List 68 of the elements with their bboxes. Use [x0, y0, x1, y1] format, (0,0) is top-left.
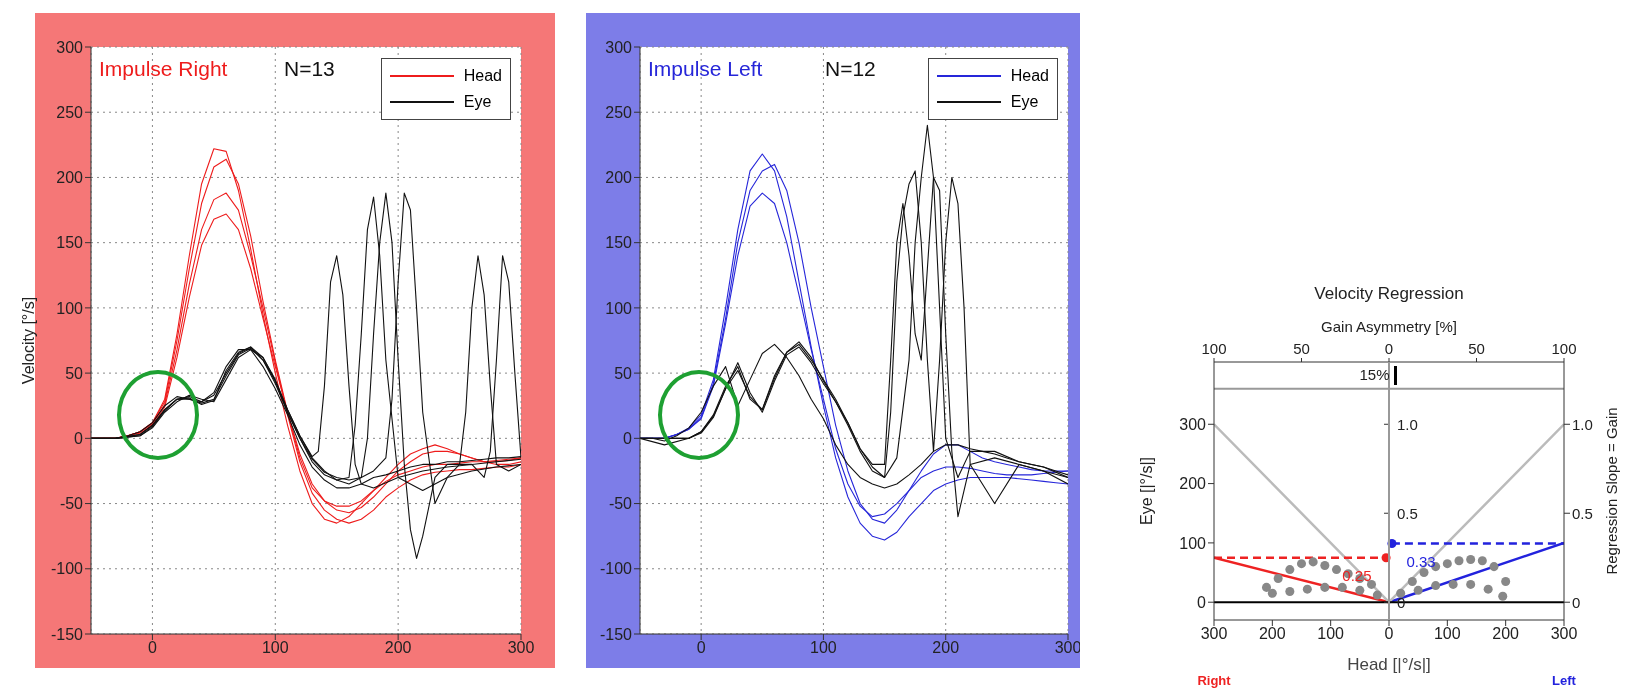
y-tick-label: -50 [59, 495, 84, 513]
legend-label: Eye [463, 92, 492, 112]
y-tick-label: -150 [599, 625, 633, 643]
x-tick-label: 0 [147, 639, 157, 657]
x-tick-label: 100 [1317, 625, 1345, 643]
x-tick-label: 100 [810, 639, 837, 657]
legend-label: Head [1010, 66, 1049, 86]
x-tick-label: 300 [507, 639, 535, 657]
text: Left [1551, 673, 1577, 688]
y-tick-label: 0 [74, 430, 84, 448]
y2-tick-label: 0.5 [1572, 504, 1593, 522]
x-tick-label: 0 [1384, 625, 1394, 643]
y-tick-label: 150 [56, 234, 84, 252]
x2-tick-label: 50 [1468, 340, 1485, 357]
x-tick-label: 100 [261, 639, 289, 657]
y-tick-label: 100 [605, 299, 633, 317]
x2-tick-label: 100 [1551, 340, 1577, 357]
y-tick-label: 50 [65, 364, 84, 382]
annotation: N=13 [284, 57, 335, 81]
x-tick-label: 300 [1054, 639, 1082, 657]
legend-label: Head [463, 66, 502, 86]
y-tick-label: 100 [1179, 534, 1207, 552]
data-label: 0.33 [1406, 552, 1436, 570]
y-tick-label: 0 [1197, 593, 1207, 611]
y2-axis-title: Regression Slope = Gain [1603, 407, 1621, 575]
y-tick-label: -150 [50, 625, 84, 643]
x2-tick-label: 100 [1201, 340, 1227, 357]
y2-tick-label: 1.0 [1572, 415, 1593, 433]
y3-tick-label: 0.5 [1397, 504, 1418, 522]
y-axis-title: Eye [|°/s|] [1137, 456, 1155, 526]
x-tick-label: 200 [384, 639, 412, 657]
y2-tick-label: 0 [1572, 593, 1581, 611]
text: Impulse Left [648, 57, 763, 81]
y-tick-label: 200 [56, 169, 84, 187]
y-tick-label: 0 [623, 430, 633, 448]
y-tick-label: 100 [56, 299, 84, 317]
x2-tick-label: 0 [1384, 340, 1394, 357]
data-label: 0.25 [1342, 567, 1372, 585]
y-tick-label: 300 [1179, 415, 1207, 433]
y-tick-label: -100 [50, 560, 84, 578]
x-tick-label: 300 [1550, 625, 1578, 643]
y-tick-label: 200 [605, 169, 633, 187]
y-tick-label: 300 [605, 38, 633, 56]
legend-label: Eye [1010, 92, 1039, 112]
x-axis-title: Head [|°/s|] [1347, 655, 1431, 674]
x-tick-label: 200 [1492, 625, 1520, 643]
y-tick-label: 50 [614, 364, 633, 382]
y-tick-label: 300 [56, 38, 84, 56]
x-tick-label: 100 [1433, 625, 1461, 643]
x2-axis-title: Gain Asymmetry [%] [1321, 318, 1457, 335]
y-tick-label: 250 [605, 103, 633, 121]
x-tick-label: 0 [696, 639, 706, 657]
x-tick-label: 200 [1258, 625, 1286, 643]
y-tick-label: 250 [56, 103, 84, 121]
y-tick-label: 150 [605, 234, 633, 252]
x-tick-label: 200 [932, 639, 960, 657]
annotation: N=12 [825, 57, 876, 81]
y-tick-label: -100 [599, 560, 633, 578]
annotation: 15% [1358, 366, 1390, 383]
chart-title: Velocity Regression [1313, 284, 1465, 304]
text: Right [1196, 673, 1232, 688]
y-tick-label: 200 [1179, 475, 1207, 493]
y-axis-title: Velocity [°/s] [19, 296, 37, 385]
x2-tick-label: 50 [1293, 340, 1310, 357]
y3-tick-label: 1.0 [1397, 415, 1418, 433]
text: Impulse Right [99, 57, 228, 81]
y-tick-label: -50 [608, 495, 633, 513]
x-tick-label: 300 [1200, 625, 1228, 643]
